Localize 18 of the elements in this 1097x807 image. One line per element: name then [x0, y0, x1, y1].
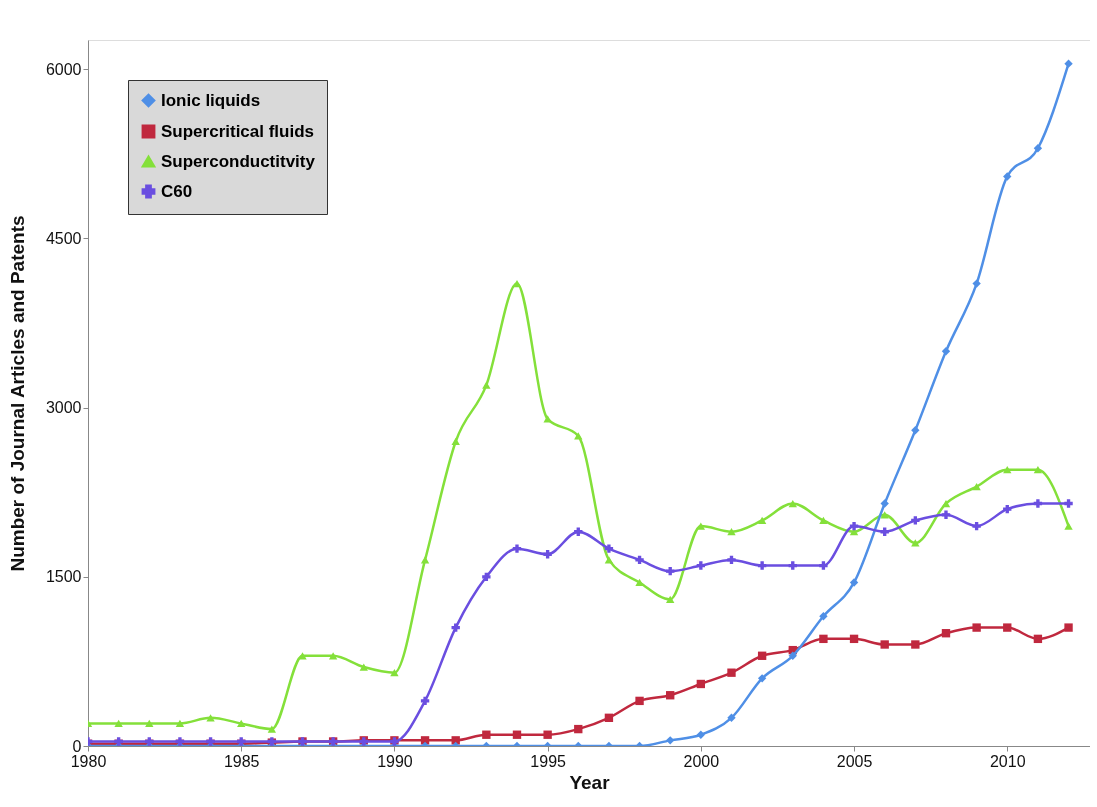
- legend-label: C60: [161, 181, 193, 201]
- y-tick-label: 6000: [45, 60, 82, 78]
- y-axis-title: Number of Journal Articles and Patents: [6, 215, 28, 572]
- y-tick-label: 3000: [45, 399, 82, 417]
- x-tick-label: 1990: [377, 752, 413, 770]
- legend-label: Supercritical fluids: [161, 121, 315, 141]
- x-tick-label: 2005: [836, 752, 873, 770]
- y-tick-label: 1500: [45, 568, 82, 586]
- x-tick-label: 1980: [70, 752, 107, 770]
- x-tick-label: 2000: [683, 752, 720, 770]
- x-axis-title: Year: [569, 771, 611, 793]
- y-tick-label: 0: [72, 737, 82, 755]
- x-tick-label: 1985: [223, 752, 260, 770]
- y-tick-label: 4500: [45, 229, 82, 247]
- x-tick-label: 2010: [989, 752, 1026, 770]
- x-tick-label: 1995: [530, 752, 567, 770]
- legend-label: Superconductitvity: [161, 151, 316, 171]
- legend-label: Ionic liquids: [161, 90, 261, 110]
